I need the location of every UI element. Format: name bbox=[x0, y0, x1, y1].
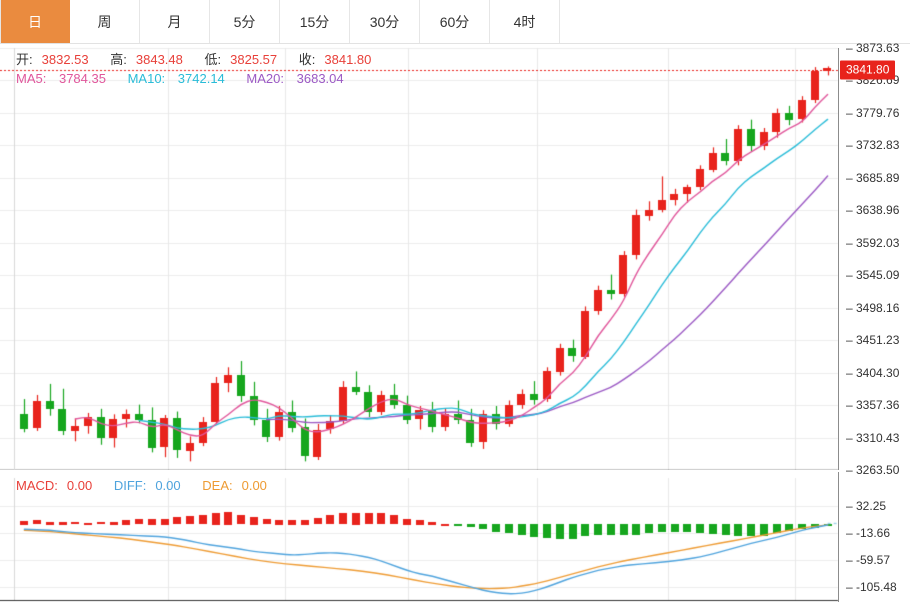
timeframe-tab-4[interactable]: 15分 bbox=[280, 0, 350, 43]
timeframe-tab-label: 周 bbox=[97, 13, 112, 30]
timeframe-tab-label: 15分 bbox=[299, 13, 330, 30]
timeframe-tab-6[interactable]: 60分 bbox=[420, 0, 490, 43]
chart-area bbox=[0, 44, 910, 606]
price-candlestick-chart[interactable] bbox=[0, 44, 910, 470]
timeframe-tab-7[interactable]: 4时 bbox=[490, 0, 560, 43]
timeframe-tab-label: 60分 bbox=[439, 13, 470, 30]
timeframe-tab-label: 4时 bbox=[513, 13, 536, 30]
timeframe-tab-label: 日 bbox=[28, 13, 42, 30]
tabbar-filler bbox=[560, 0, 910, 43]
timeframe-tabbar: 日 周 月 5分 15分 30分 60分 4时 bbox=[0, 0, 910, 44]
timeframe-tab-1[interactable]: 周 bbox=[70, 0, 140, 43]
timeframe-tab-label: 月 bbox=[167, 13, 182, 30]
timeframe-tab-5[interactable]: 30分 bbox=[350, 0, 420, 43]
macd-indicator-chart[interactable] bbox=[0, 470, 910, 606]
timeframe-tab-label: 30分 bbox=[369, 13, 400, 30]
timeframe-tab-0[interactable]: 日 bbox=[0, 0, 70, 43]
timeframe-tab-3[interactable]: 5分 bbox=[210, 0, 280, 43]
timeframe-tab-2[interactable]: 月 bbox=[140, 0, 210, 43]
timeframe-tab-label: 5分 bbox=[233, 13, 256, 30]
